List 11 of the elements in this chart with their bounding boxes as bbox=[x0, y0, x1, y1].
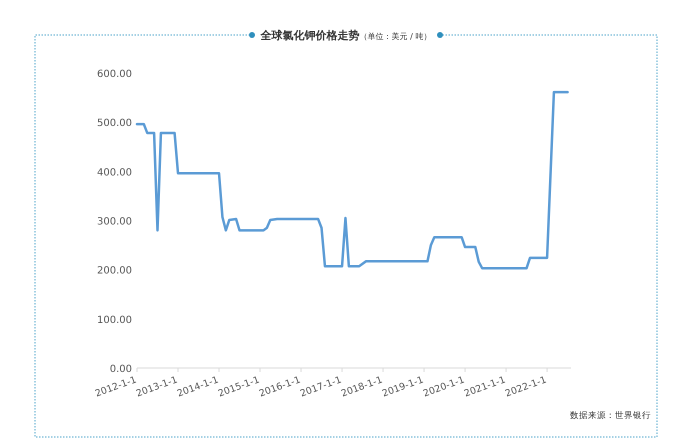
y-tick-label: 200.00 bbox=[97, 266, 132, 277]
y-tick-label: 400.00 bbox=[97, 167, 132, 178]
y-tick-label: 500.00 bbox=[97, 118, 132, 130]
y-tick-label: 600.00 bbox=[97, 69, 132, 80]
line-series bbox=[136, 90, 569, 270]
y-tick-label: 300.00 bbox=[97, 216, 132, 228]
chart-subtitle: （单位：美元 / 吨） bbox=[360, 32, 432, 41]
y-tick-label: 100.00 bbox=[97, 314, 132, 326]
y-tick-label: 0.00 bbox=[110, 364, 132, 375]
source-note: 数据来源：世界银行 bbox=[570, 410, 651, 421]
chart-title: 全球氯化钾价格走势 bbox=[260, 29, 360, 42]
